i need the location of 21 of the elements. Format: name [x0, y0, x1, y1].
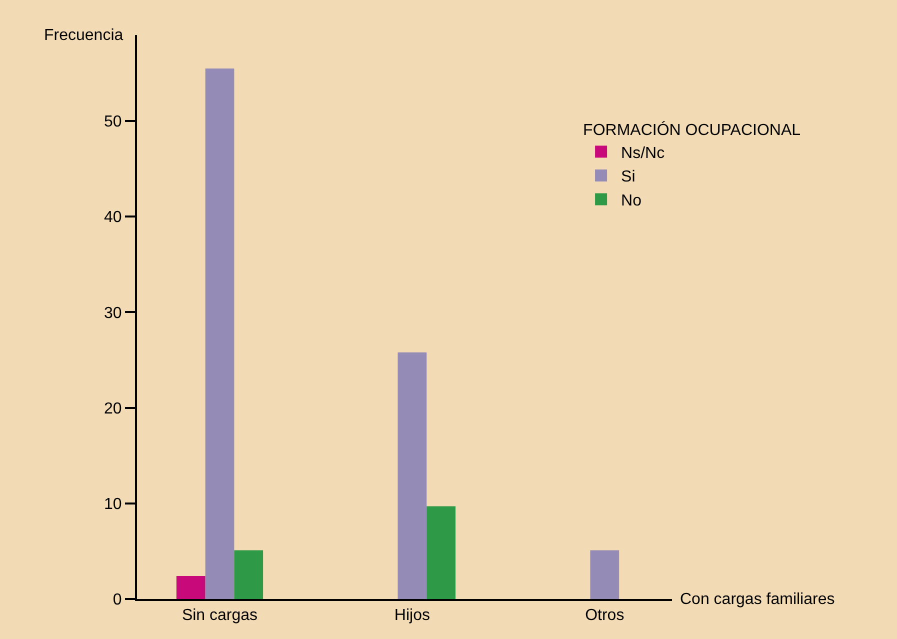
x-tick-label: Otros	[585, 607, 624, 624]
y-tick-label: 10	[104, 496, 122, 514]
y-tick-label: 50	[104, 114, 122, 131]
bar	[426, 506, 456, 599]
x-tick-label: Sin cargas	[182, 607, 258, 624]
legend-title: FORMACIÓN OCUPACIONAL	[583, 120, 801, 139]
y-tick-label: 0	[112, 592, 122, 609]
bar	[176, 576, 206, 599]
y-tick-label: 30	[104, 304, 122, 322]
y-axis-title: Frecuencia	[44, 27, 124, 44]
x-tick-label: Hijos	[394, 607, 430, 624]
y-tick-label: 40	[104, 209, 122, 226]
legend-label: Si	[621, 168, 636, 186]
bar	[234, 550, 264, 599]
bar	[398, 352, 427, 599]
y-tick-label: 20	[104, 400, 122, 418]
bar	[590, 550, 620, 599]
legend-label: No	[621, 192, 642, 210]
legend-label: Ns/Nc	[621, 144, 665, 162]
x-axis-title: Con cargas familiares	[680, 591, 835, 608]
bar	[205, 68, 234, 599]
